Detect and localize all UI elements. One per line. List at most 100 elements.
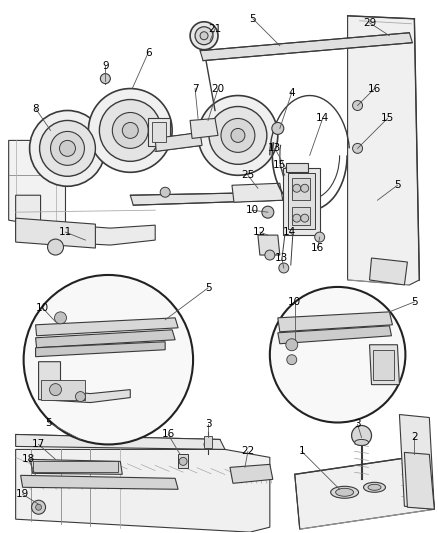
Text: 5: 5: [394, 180, 401, 190]
Bar: [292, 207, 310, 225]
Polygon shape: [21, 475, 178, 489]
Text: 8: 8: [32, 103, 39, 114]
Polygon shape: [16, 434, 225, 449]
Polygon shape: [16, 218, 95, 248]
Text: 14: 14: [283, 227, 297, 237]
Bar: [148, 118, 170, 147]
Text: 5: 5: [411, 297, 418, 307]
Bar: [178, 455, 188, 469]
Text: 18: 18: [22, 455, 35, 464]
Bar: [292, 178, 310, 200]
Circle shape: [221, 118, 255, 152]
Ellipse shape: [336, 488, 353, 496]
Bar: [152, 123, 166, 142]
Polygon shape: [404, 453, 434, 509]
Polygon shape: [9, 140, 66, 230]
Ellipse shape: [355, 439, 368, 446]
Circle shape: [160, 187, 170, 197]
Polygon shape: [35, 342, 165, 357]
Circle shape: [122, 123, 138, 139]
Text: 15: 15: [381, 114, 394, 124]
Ellipse shape: [364, 482, 385, 492]
Circle shape: [272, 123, 284, 134]
Bar: [372, 350, 395, 379]
Circle shape: [179, 457, 187, 465]
Text: 3: 3: [354, 419, 361, 430]
Text: 6: 6: [145, 47, 152, 58]
Text: 25: 25: [241, 170, 254, 180]
Text: 10: 10: [245, 205, 258, 215]
Polygon shape: [370, 345, 399, 385]
Circle shape: [279, 263, 289, 273]
Circle shape: [352, 425, 371, 446]
Polygon shape: [278, 326, 392, 344]
Polygon shape: [190, 118, 218, 139]
Polygon shape: [31, 459, 122, 474]
Bar: [204, 437, 212, 448]
Text: 10: 10: [36, 303, 49, 313]
Circle shape: [49, 384, 61, 395]
Circle shape: [35, 504, 42, 510]
Circle shape: [190, 22, 218, 50]
Text: 19: 19: [16, 489, 29, 499]
Circle shape: [286, 339, 298, 351]
Text: 20: 20: [212, 84, 225, 94]
Circle shape: [195, 27, 213, 45]
Text: 11: 11: [59, 227, 72, 237]
Text: 7: 7: [192, 84, 198, 94]
Text: 14: 14: [316, 114, 329, 124]
Polygon shape: [230, 464, 273, 483]
Circle shape: [50, 132, 85, 165]
Polygon shape: [16, 449, 270, 532]
Polygon shape: [399, 415, 434, 509]
Polygon shape: [258, 235, 280, 255]
Polygon shape: [35, 330, 175, 348]
Text: 9: 9: [102, 61, 109, 71]
Text: 13: 13: [268, 143, 282, 154]
Circle shape: [270, 287, 406, 423]
Polygon shape: [155, 132, 202, 151]
Polygon shape: [286, 163, 308, 172]
Text: 29: 29: [363, 18, 376, 28]
Circle shape: [24, 275, 193, 445]
Circle shape: [265, 250, 275, 260]
Text: 10: 10: [288, 297, 301, 307]
Circle shape: [75, 392, 85, 401]
Circle shape: [293, 184, 301, 192]
Circle shape: [198, 95, 278, 175]
Text: 2: 2: [411, 432, 418, 442]
Circle shape: [262, 206, 274, 218]
Text: 21: 21: [208, 24, 222, 34]
Ellipse shape: [331, 486, 359, 498]
Bar: [32, 462, 118, 472]
Text: 4: 4: [289, 87, 295, 98]
Text: 16: 16: [368, 84, 381, 94]
Circle shape: [204, 440, 212, 448]
Text: 17: 17: [32, 439, 45, 449]
Polygon shape: [370, 258, 407, 285]
Polygon shape: [16, 195, 155, 245]
Ellipse shape: [368, 484, 381, 490]
Text: 12: 12: [253, 227, 266, 237]
Polygon shape: [200, 33, 413, 61]
Text: 16: 16: [311, 243, 324, 253]
Text: 13: 13: [275, 253, 289, 263]
Text: 16: 16: [162, 430, 175, 440]
Polygon shape: [295, 455, 434, 529]
Circle shape: [60, 140, 75, 156]
Polygon shape: [278, 312, 392, 332]
Text: 5: 5: [45, 417, 52, 427]
Circle shape: [200, 32, 208, 40]
Circle shape: [30, 110, 106, 186]
Text: 5: 5: [205, 283, 212, 293]
Circle shape: [209, 107, 267, 164]
Circle shape: [314, 232, 325, 242]
Circle shape: [287, 355, 297, 365]
Polygon shape: [283, 168, 320, 235]
Polygon shape: [35, 318, 178, 336]
Text: 1: 1: [298, 447, 305, 456]
Circle shape: [353, 143, 363, 154]
Circle shape: [100, 74, 110, 84]
Polygon shape: [130, 192, 283, 205]
Circle shape: [39, 120, 95, 176]
